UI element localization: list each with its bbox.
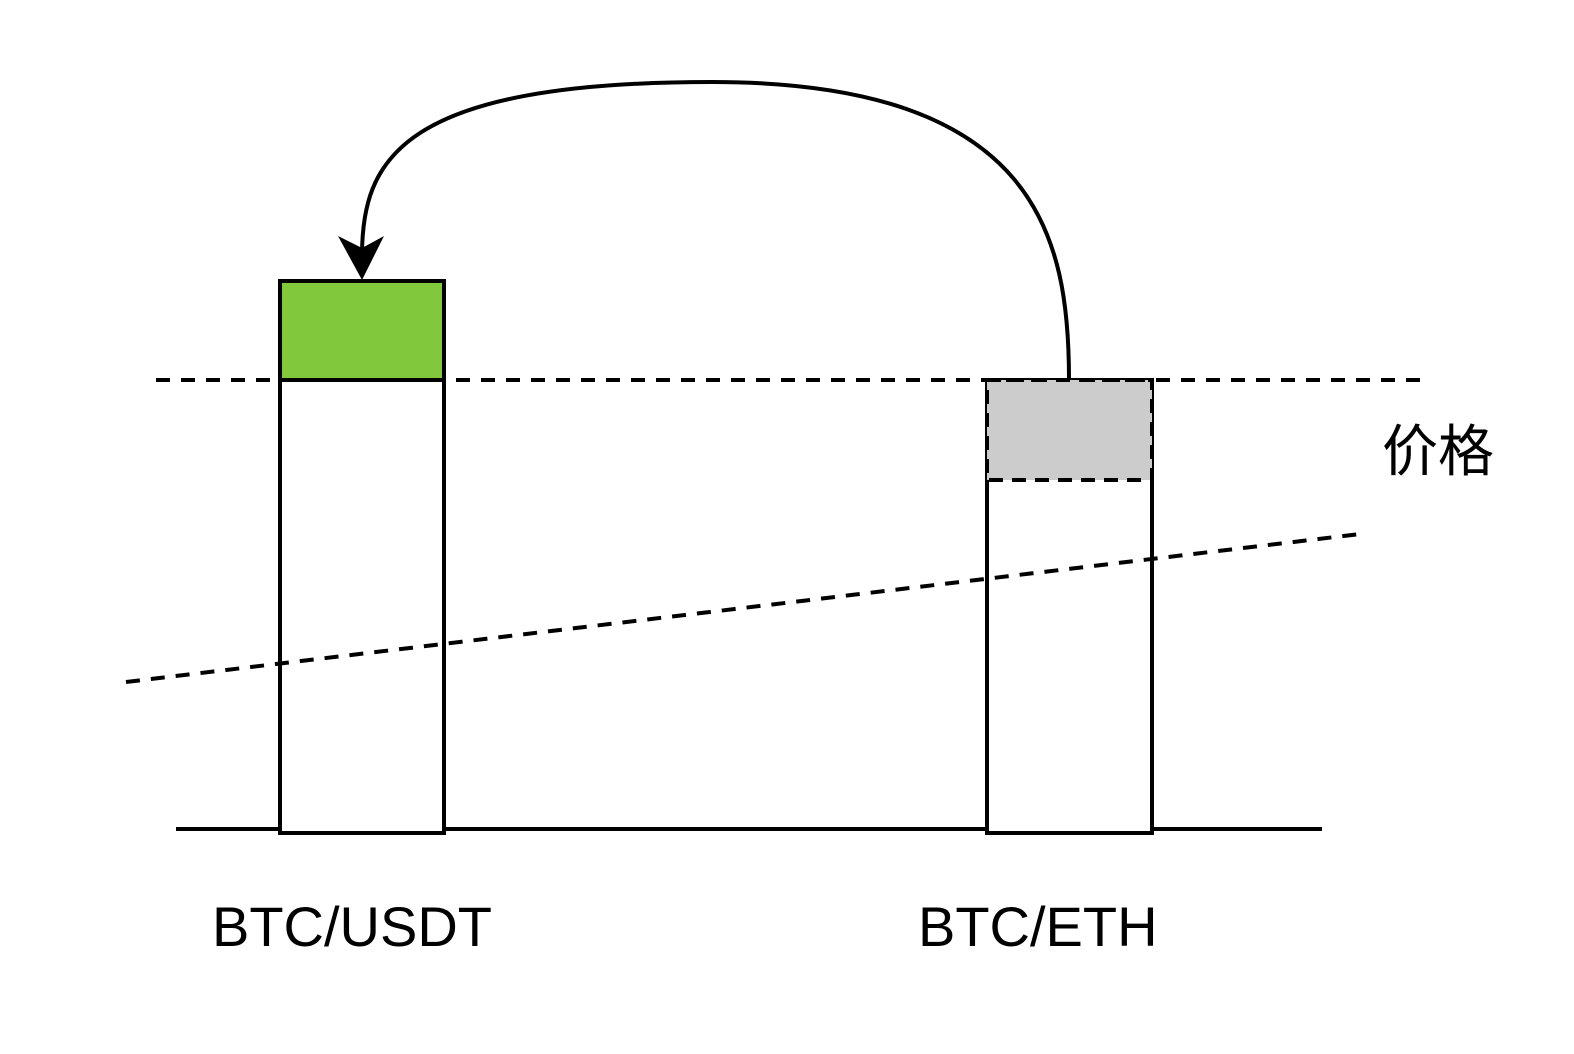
arrowhead-icon — [338, 236, 384, 280]
pair-label-btc-usdt: BTC/USDT — [212, 895, 492, 958]
btc-eth-gray-block — [985, 378, 1154, 482]
btc-usdt-green-block — [278, 279, 446, 382]
pair-label-btc-eth: BTC/ETH — [918, 895, 1158, 958]
price-line-sloped — [125, 532, 1361, 684]
transfer-arrow — [360, 79, 1071, 381]
axis-label-price: 价格 — [1382, 420, 1494, 485]
